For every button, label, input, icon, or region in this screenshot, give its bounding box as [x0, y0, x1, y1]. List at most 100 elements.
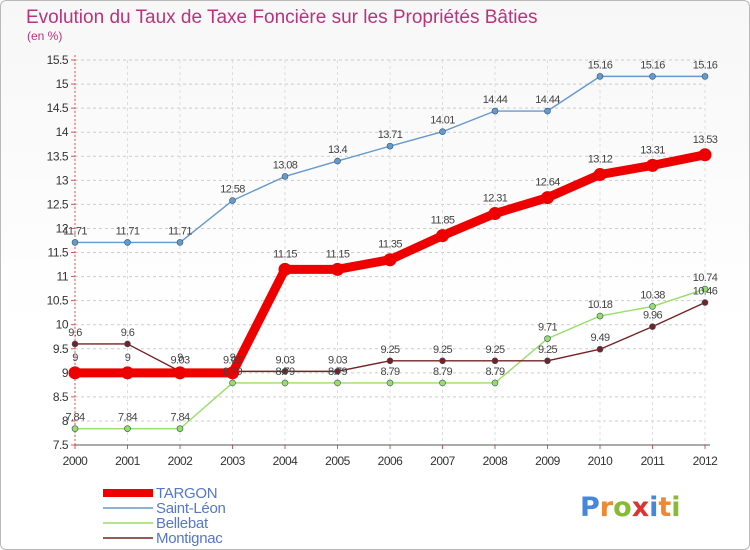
data-point [593, 168, 607, 182]
data-label: 13.08 [273, 159, 298, 171]
data-label: 8.79 [328, 366, 347, 378]
data-point [439, 357, 446, 365]
data-label: 9.25 [433, 344, 452, 356]
data-point [698, 148, 712, 162]
data-label: 7.84 [170, 412, 189, 424]
data-point [71, 340, 79, 348]
data-point [68, 366, 82, 380]
data-point [281, 173, 289, 180]
data-point [544, 335, 551, 342]
x-tick-label: 2007 [430, 454, 456, 468]
data-label: 9.96 [643, 310, 662, 322]
data-point [439, 379, 446, 387]
data-label: 13.31 [640, 144, 665, 156]
chart-subtitle: (en %) [27, 29, 62, 43]
data-point [491, 107, 499, 115]
data-label: 9.49 [590, 332, 609, 344]
data-point [491, 379, 499, 387]
x-tick-label: 2012 [693, 454, 719, 468]
data-label: 10.18 [588, 299, 613, 311]
data-label: 9.03 [275, 354, 294, 366]
legend-item: Bellebat [103, 515, 209, 532]
data-label: 14.01 [430, 115, 455, 127]
data-point [491, 357, 499, 365]
data-label: 9.03 [328, 354, 347, 366]
data-label: 12.31 [483, 193, 508, 205]
data-label: 11.85 [431, 215, 455, 227]
y-tick-label: 12 [56, 221, 69, 235]
data-label: 14.44 [535, 94, 560, 106]
y-tick-label: 14 [56, 125, 69, 139]
y-tick-labels: 7.5 8 8.5 9 9.5 10 10.5 11 11.5 12 12.5 13 13.5 14 14.… [47, 53, 70, 452]
data-point [649, 303, 656, 310]
y-tick-label: 11 [57, 270, 69, 284]
x-tick-label: 2006 [378, 454, 404, 468]
data-point [334, 379, 341, 387]
data-point [331, 262, 344, 276]
data-label: 14.44 [483, 94, 508, 106]
data-label: 8.79 [380, 366, 399, 378]
y-tick-label: 7.5 [53, 438, 69, 452]
data-label: 12.58 [220, 184, 245, 196]
y-tick-label: 13 [56, 173, 69, 187]
data-point [386, 142, 394, 150]
data-point [278, 262, 292, 276]
x-tick-label: 2008 [483, 454, 509, 468]
y-tick-label: 14.5 [47, 101, 69, 115]
data-label: 9.25 [485, 344, 504, 356]
data-point [649, 73, 656, 80]
data-point [439, 128, 446, 136]
data-label: 7.84 [118, 412, 137, 424]
data-label: 8.79 [223, 366, 242, 378]
y-tick-label: 8.5 [53, 390, 69, 404]
data-label: 10.74 [693, 272, 718, 284]
data-label: 11.15 [273, 248, 297, 260]
legend-label: TARGON [156, 485, 217, 502]
data-label: 9 [230, 352, 236, 364]
logo-letter: t [658, 492, 671, 523]
data-label: 11.35 [378, 239, 402, 251]
logo-letter: P [580, 492, 600, 523]
data-point [646, 158, 659, 172]
data-label: 8.79 [275, 366, 294, 378]
data-label: 11.71 [116, 225, 140, 237]
data-point [596, 312, 604, 320]
data-label: 9.25 [538, 344, 557, 356]
data-point [488, 207, 502, 221]
data-point [124, 239, 131, 246]
data-label: 8.79 [485, 366, 504, 378]
data-label: 11.15 [326, 248, 350, 260]
y-tick-label: 11.5 [48, 246, 69, 260]
data-label: 10.46 [693, 286, 718, 298]
data-point [596, 73, 604, 80]
y-tick-label: 15 [56, 77, 69, 91]
y-tick-label: 9 [62, 366, 69, 380]
data-label: 15.16 [640, 59, 665, 71]
data-point [544, 107, 551, 115]
data-point [176, 239, 184, 246]
data-label: 9.71 [538, 322, 557, 334]
grid-lines [74, 59, 706, 446]
chart-title: Evolution du Taux de Taxe Foncière sur l… [26, 7, 538, 28]
legend-label: Montignac [156, 530, 223, 547]
x-tick-label: 2001 [115, 454, 141, 468]
data-label: 12.64 [535, 177, 560, 189]
series-saint-l-on [71, 73, 709, 246]
legend-label: Bellebat [156, 515, 209, 532]
x-tick-labels: 2000 2001 2002 2003 2004 2005 2006 2007 2008 2009… [63, 454, 719, 468]
data-label: 7.84 [65, 412, 84, 424]
data-point [124, 340, 131, 348]
data-point [71, 239, 79, 246]
y-tick-label: 10.5 [47, 294, 69, 308]
data-point [121, 366, 134, 380]
data-label: 13.12 [588, 154, 613, 166]
data-point [71, 425, 79, 432]
y-tick-label: 10 [56, 318, 69, 332]
data-point [334, 157, 341, 165]
data-label: 11.71 [63, 225, 87, 237]
data-point [541, 191, 554, 205]
x-tick-label: 2004 [273, 454, 299, 468]
data-label: 15.16 [693, 59, 718, 71]
